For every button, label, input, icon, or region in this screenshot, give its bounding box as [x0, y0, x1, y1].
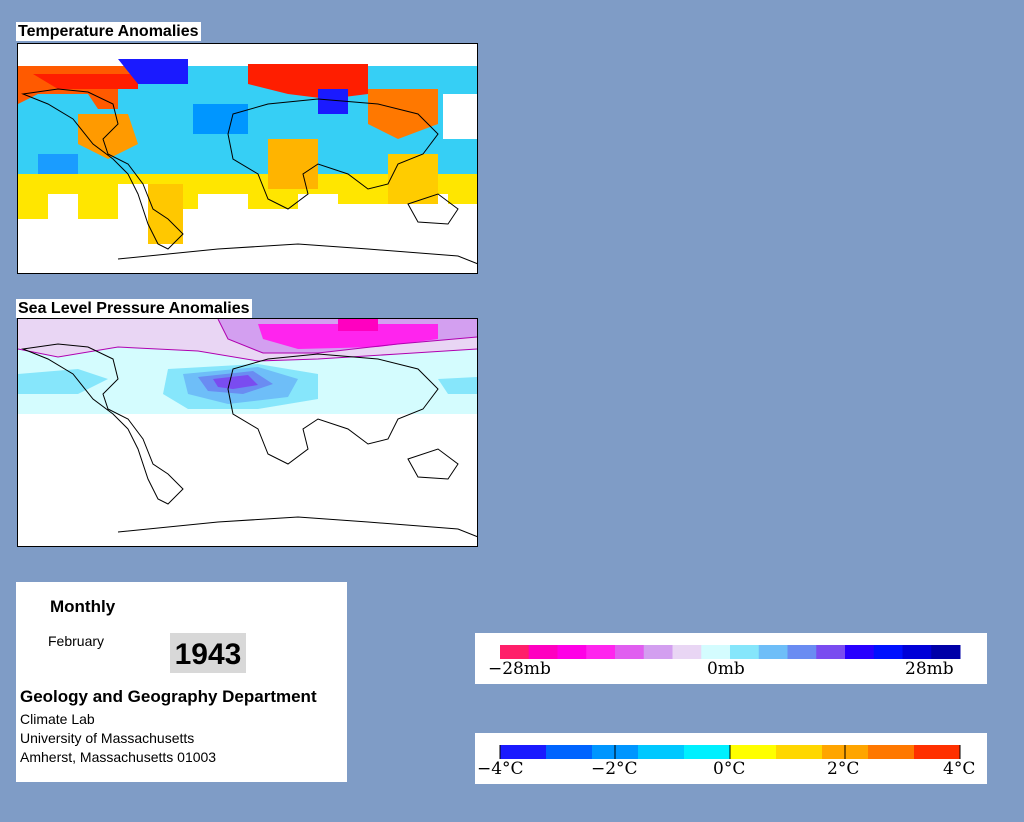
lab-name: Climate Lab	[20, 711, 95, 727]
month-label: February	[48, 633, 105, 649]
temperature-color-bar	[499, 745, 961, 759]
department-name: Geology and Geography Department	[20, 687, 317, 706]
temperature-legend: −4°C −2°C 0°C 2°C 4°C	[475, 733, 987, 784]
pressure-map-title: Sea Level Pressure Anomalies	[16, 299, 252, 318]
temperature-anomaly-map	[17, 43, 478, 274]
pressure-legend-swatch	[557, 645, 587, 659]
temperature-legend-label-minus2: −2°C	[591, 759, 638, 779]
temperature-legend-swatch	[500, 745, 547, 759]
year-display: 1943	[170, 633, 246, 673]
pressure-legend-swatch	[816, 645, 846, 659]
pressure-legend-swatch	[902, 645, 932, 659]
period-type-label: Monthly	[50, 597, 116, 616]
pressure-legend-swatch	[672, 645, 702, 659]
pressure-legend-label-high: 28mb	[905, 659, 954, 679]
pressure-legend-swatch	[615, 645, 645, 659]
pressure-color-bar	[500, 645, 961, 659]
pressure-legend-swatch	[701, 645, 731, 659]
temperature-legend-swatch	[914, 745, 961, 759]
pressure-legend-label-mid: 0mb	[707, 659, 745, 679]
temperature-legend-swatch	[730, 745, 777, 759]
pressure-contours	[18, 319, 477, 362]
pressure-legend-swatch	[758, 645, 788, 659]
pressure-legend-swatch	[528, 645, 558, 659]
university-name: University of Massachusetts	[20, 730, 195, 746]
pressure-legend-swatch	[586, 645, 616, 659]
temperature-legend-swatch	[776, 745, 823, 759]
temperature-legend-swatch	[638, 745, 685, 759]
temperature-legend-label-zero: 0°C	[713, 759, 746, 779]
pressure-coastlines	[21, 343, 477, 538]
pressure-legend-swatch	[500, 645, 530, 659]
pressure-legend-swatch	[787, 645, 817, 659]
pressure-anomaly-map	[17, 318, 478, 547]
pressure-legend-swatch	[931, 645, 961, 659]
temperature-anomaly-field	[18, 59, 477, 273]
pressure-legend-swatch	[873, 645, 903, 659]
temperature-legend-label-plus4: 4°C	[943, 759, 976, 779]
temperature-legend-label-plus2: 2°C	[827, 759, 860, 779]
info-box: Monthly February 1943 Geology and Geogra…	[16, 582, 347, 782]
pressure-legend: −28mb 0mb 28mb	[475, 633, 987, 684]
temperature-legend-swatch	[546, 745, 593, 759]
temperature-legend-swatch	[868, 745, 915, 759]
pressure-anomaly-field	[18, 319, 477, 414]
pressure-legend-label-low: −28mb	[488, 659, 551, 679]
pressure-legend-swatch	[730, 645, 760, 659]
temperature-map-title: Temperature Anomalies	[16, 22, 201, 41]
pressure-legend-swatch	[643, 645, 673, 659]
temperature-legend-label-minus4: −4°C	[477, 759, 524, 779]
pressure-legend-swatch	[845, 645, 875, 659]
temperature-legend-swatch	[684, 745, 731, 759]
temperature-coastlines	[21, 88, 477, 265]
address: Amherst, Massachusetts 01003	[20, 749, 217, 765]
